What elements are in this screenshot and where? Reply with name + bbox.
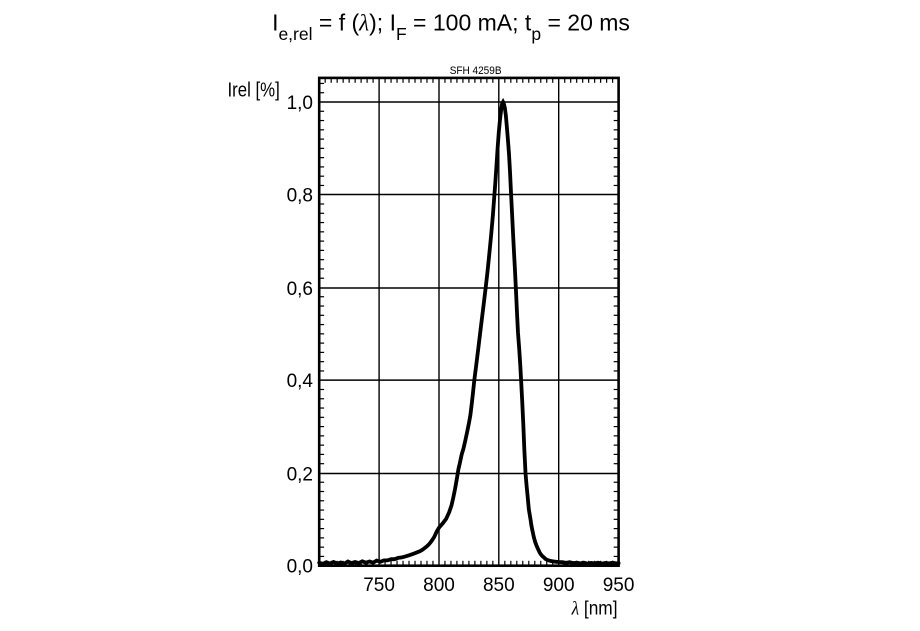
svg-text:0,4: 0,4 — [287, 371, 314, 392]
svg-text:800: 800 — [423, 575, 455, 596]
svg-text:900: 900 — [543, 575, 575, 596]
svg-text:1,0: 1,0 — [287, 93, 313, 114]
svg-text:0,0: 0,0 — [287, 557, 313, 578]
svg-text:SFH 4259B: SFH 4259B — [450, 66, 502, 77]
svg-text:850: 850 — [483, 575, 515, 596]
svg-text:0,6: 0,6 — [287, 279, 313, 300]
svg-text:0,2: 0,2 — [287, 464, 313, 485]
svg-text:750: 750 — [363, 575, 395, 596]
svg-text:0,8: 0,8 — [287, 185, 313, 206]
svg-text:Irel [%]: Irel [%] — [228, 78, 280, 101]
svg-text:λ [nm]: λ [nm] — [571, 598, 618, 619]
svg-text:950: 950 — [603, 575, 635, 596]
svg-text:Ie,rel = f (λ); IF = 100 mA; t: Ie,rel = f (λ); IF = 100 mA; tp = 20 ms — [272, 10, 630, 45]
